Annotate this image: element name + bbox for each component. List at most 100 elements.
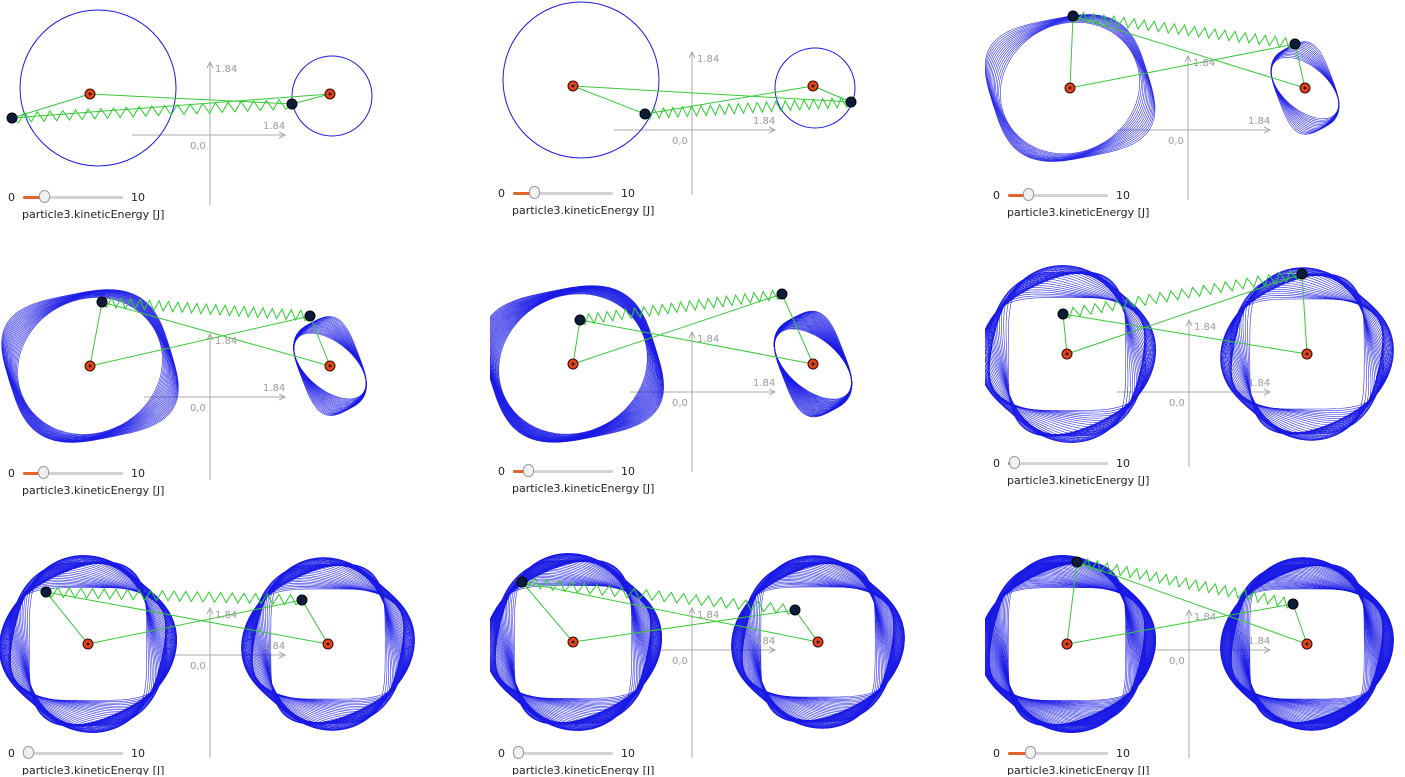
left-pivot[interactable]	[568, 637, 578, 647]
rod-line	[46, 592, 88, 644]
simulation-canvas[interactable]: 1.84 1.84 0,0	[985, 520, 1405, 775]
left-pivot[interactable]	[85, 361, 95, 371]
rod-line	[1293, 604, 1307, 644]
particle-right[interactable]	[1288, 599, 1298, 609]
kinetic-energy-slider[interactable]	[1008, 188, 1108, 202]
left-pivot[interactable]	[568, 81, 578, 91]
particle-right[interactable]	[790, 605, 800, 615]
particle-right[interactable]	[1297, 269, 1307, 279]
orbit-traces	[490, 286, 852, 443]
left-pivot[interactable]	[568, 359, 578, 369]
right-pivot[interactable]	[1302, 349, 1312, 359]
kinetic-energy-control: 0 10	[498, 746, 635, 760]
particle-right[interactable]	[1290, 39, 1300, 49]
rods	[46, 592, 328, 644]
right-pivot[interactable]	[808, 81, 818, 91]
variable-label: particle3.kineticEnergy [J]	[1007, 206, 1149, 219]
slider-thumb[interactable]	[513, 746, 524, 759]
orbit-traces	[985, 15, 1339, 162]
kinetic-energy-slider[interactable]	[1008, 456, 1108, 470]
rod-line	[88, 600, 302, 644]
kinetic-energy-slider[interactable]	[513, 186, 613, 200]
particle-right[interactable]	[846, 97, 856, 107]
slider-thumb[interactable]	[1025, 746, 1036, 759]
rod-line	[90, 302, 102, 366]
slider-thumb[interactable]	[39, 190, 50, 203]
y-axis-label: 1.84	[697, 610, 719, 621]
y-axis-label: 1.84	[215, 336, 237, 347]
left-pivot[interactable]	[1062, 639, 1072, 649]
slider-thumb[interactable]	[529, 186, 540, 199]
right-pivot[interactable]	[1302, 639, 1312, 649]
kinetic-energy-slider[interactable]	[23, 466, 123, 480]
rod-line	[102, 302, 330, 366]
x-axis-label: 1.84	[263, 641, 285, 652]
slider-track[interactable]	[1008, 462, 1108, 465]
simulation-canvas[interactable]: 1.84 1.84 0,0	[490, 520, 950, 775]
slider-thumb[interactable]	[523, 464, 534, 477]
kinetic-energy-slider[interactable]	[513, 464, 613, 478]
rods	[573, 294, 813, 364]
x-axis-label: 1.84	[753, 378, 775, 389]
kinetic-energy-slider[interactable]	[513, 746, 613, 760]
rod-line	[1070, 44, 1295, 88]
particle-left[interactable]	[1058, 309, 1068, 319]
particle-left[interactable]	[1072, 557, 1082, 567]
kinetic-energy-control: 0 10	[498, 464, 635, 478]
slider-thumb[interactable]	[23, 746, 34, 759]
right-pivot[interactable]	[323, 639, 333, 649]
particle-left[interactable]	[41, 587, 51, 597]
particle-right[interactable]	[305, 311, 315, 321]
rod-line	[645, 86, 813, 114]
rod-line	[573, 294, 782, 364]
kinetic-energy-slider[interactable]	[1008, 746, 1108, 760]
particle-left[interactable]	[97, 297, 107, 307]
left-pivot[interactable]	[1062, 349, 1072, 359]
particle-left[interactable]	[1068, 11, 1078, 21]
right-pivot[interactable]	[813, 637, 823, 647]
particle-left[interactable]	[517, 577, 527, 587]
particle-right[interactable]	[777, 289, 787, 299]
rod-line	[46, 592, 328, 644]
particle-right[interactable]	[297, 595, 307, 605]
slider-min-label: 0	[8, 467, 15, 480]
simulation-canvas[interactable]: 1.84 1.84 0,0	[0, 520, 460, 775]
rod-line	[1063, 314, 1067, 354]
slider-thumb[interactable]	[1023, 188, 1034, 201]
kinetic-energy-control: 0 10	[993, 746, 1130, 760]
slider-track[interactable]	[23, 752, 123, 755]
left-pivot[interactable]	[83, 639, 93, 649]
kinetic-energy-slider[interactable]	[23, 190, 123, 204]
left-pivot[interactable]	[1065, 83, 1075, 93]
simulation-panel-8: 1.84 1.84 0,0 0 10 particle3.kineticEnergy […	[490, 520, 950, 775]
kinetic-energy-control: 0 10	[8, 746, 145, 760]
rod-line	[90, 316, 310, 366]
kinetic-energy-control: 0 10	[8, 466, 145, 480]
particle-right[interactable]	[287, 99, 297, 109]
orbit-trace	[20, 10, 176, 166]
particle-left[interactable]	[7, 113, 17, 123]
rod-line	[813, 86, 851, 102]
simulation-canvas[interactable]: 1.84 1.84 0,0	[490, 262, 950, 517]
left-pivot[interactable]	[85, 89, 95, 99]
kinetic-energy-slider[interactable]	[23, 746, 123, 760]
origin-label: 0,0	[190, 141, 206, 152]
simulation-panel-1: 1.84 1.84 0,0 0 10 particle3.kineticEnergy […	[0, 0, 460, 255]
right-pivot[interactable]	[1300, 83, 1310, 93]
right-pivot[interactable]	[808, 359, 818, 369]
slider-track[interactable]	[513, 752, 613, 755]
variable-label: particle3.kineticEnergy [J]	[1007, 764, 1149, 775]
slider-thumb[interactable]	[1009, 456, 1020, 469]
particle-left[interactable]	[575, 315, 585, 325]
right-pivot[interactable]	[325, 89, 335, 99]
slider-thumb[interactable]	[38, 466, 49, 479]
right-pivot[interactable]	[325, 361, 335, 371]
particle-left[interactable]	[640, 109, 650, 119]
y-axis-label: 1.84	[697, 54, 719, 65]
slider-max-label: 10	[131, 191, 145, 204]
x-axis-label: 1.84	[1248, 636, 1270, 647]
rod-line	[1295, 44, 1305, 88]
orbit-traces	[503, 2, 855, 158]
orbit-traces	[0, 555, 414, 732]
y-axis-label: 1.84	[1194, 322, 1216, 333]
